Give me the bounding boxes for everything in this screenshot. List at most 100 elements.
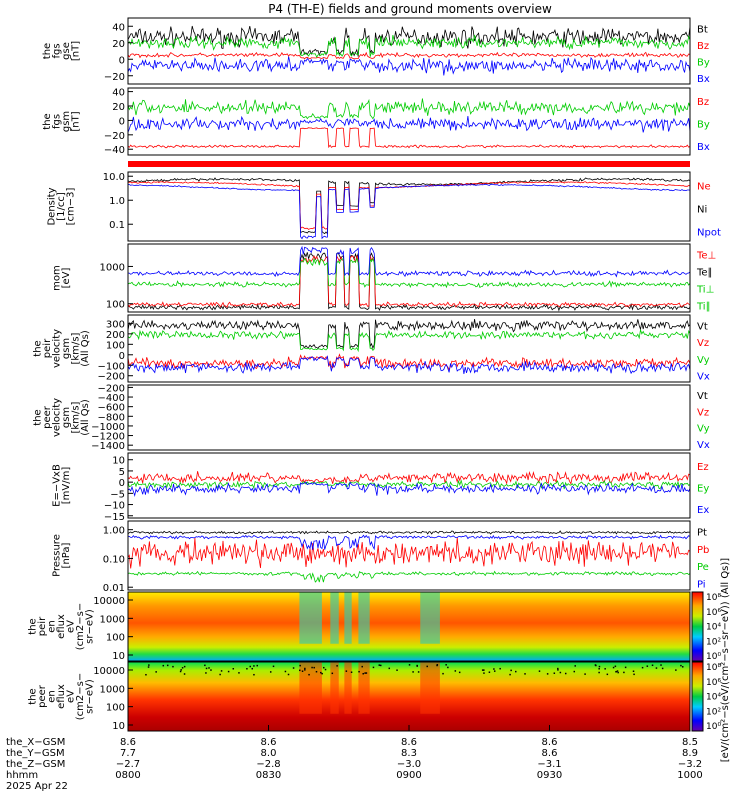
- y-axis-label-line: sr−eV): [85, 609, 96, 644]
- legend-pressure-Pi: Pi: [697, 579, 706, 590]
- x-row-label: the_Y−GSM: [6, 748, 65, 759]
- spec-speck: [205, 672, 207, 674]
- colorbar-tick-label: 10²: [706, 637, 721, 647]
- panel-frame: [127, 384, 691, 451]
- panel-frame: [127, 591, 691, 662]
- legend-fgs-gsm-By: By: [697, 120, 710, 131]
- spec-speck: [655, 667, 658, 669]
- colorbar-label: [eV/(cm²−s(eV/(cm²−s−sr−eV)) (All Qs)]: [720, 558, 731, 763]
- spec-speck: [323, 666, 325, 669]
- y-axis-label-line: peer: [37, 684, 48, 708]
- panel-frame: [127, 171, 691, 242]
- spec-speck: [336, 665, 338, 667]
- y-tick-label: 0: [119, 55, 125, 66]
- y-tick-label: 10000: [93, 666, 125, 677]
- y-tick-label: 20: [112, 39, 125, 50]
- spec-speck: [408, 664, 411, 666]
- x-row-label: the_Z−GSM: [6, 759, 65, 770]
- spectrogram-peir-spec: [128, 592, 690, 661]
- y-axis-label-line: [eV]: [61, 268, 72, 289]
- spec-speck: [584, 673, 586, 675]
- y-axis-label-line: mom: [51, 265, 62, 291]
- spec-speck: [598, 667, 600, 670]
- y-axis-label-line: [mV/m]: [61, 467, 72, 505]
- spec-speck: [204, 664, 206, 667]
- series-fgs-gse-Bz: [127, 51, 691, 60]
- spec-speck: [345, 670, 348, 672]
- spec-speck: [546, 673, 549, 675]
- y-axis-label-line: gsm: [61, 407, 72, 428]
- y-axis-label-line: sr−eV): [85, 679, 96, 714]
- y-axis-label-line: [km/s]: [70, 332, 81, 364]
- y-axis-label-line: (cm2−s−: [75, 603, 86, 650]
- spec-speck: [442, 672, 444, 675]
- spec-speck: [232, 668, 235, 670]
- spec-speck: [304, 667, 306, 670]
- legend-temperature-Ti⊥: Ti⊥: [696, 285, 714, 296]
- spec-speck: [633, 673, 635, 676]
- spec-speck: [557, 667, 559, 670]
- y-axis-label-line: the: [42, 113, 53, 129]
- spec-feature-2: [344, 662, 352, 714]
- spec-speck: [606, 673, 609, 676]
- spec-speck: [284, 670, 287, 673]
- spec-speck: [426, 665, 428, 668]
- spec-speck: [396, 669, 398, 671]
- y-axis-label-line: [1/cc]: [56, 192, 67, 221]
- panel-peer-spec: 10000 1000 100 10 thepeerenefluxeV(cm2−s−sr−…: [28, 661, 691, 732]
- colorbar-tick-label: 10⁸: [706, 593, 721, 603]
- y-tick-label: 10: [112, 651, 125, 662]
- y-tick-label: 40: [112, 88, 125, 99]
- y-axis-label-line: (All Qs): [80, 330, 91, 367]
- spec-feature-3: [358, 662, 370, 714]
- y-axis-label-line: eflux: [56, 684, 67, 709]
- spec-speck: [614, 665, 617, 668]
- legend-fgs-gse-Bz: Bz: [697, 41, 709, 52]
- spec-speck: [350, 671, 353, 673]
- spec-speck: [388, 667, 391, 670]
- y-tick-label: 200: [106, 330, 125, 341]
- spec-speck: [379, 664, 382, 667]
- spec-speck: [458, 671, 461, 674]
- y-tick-label: −1200: [91, 432, 125, 443]
- spec-speck: [632, 670, 635, 672]
- spec-speck: [615, 670, 617, 673]
- legend-peer-velocity-Vy: Vy: [697, 424, 710, 435]
- series-temperature-Te∥: [127, 251, 691, 312]
- legend-temperature-Ti∥: Ti∥: [696, 302, 711, 313]
- y-tick-label: 40: [112, 22, 125, 33]
- y-axis-label-line: en: [47, 620, 58, 633]
- spec-speck: [612, 666, 615, 669]
- x-tick-value-hhmm: 0830: [256, 770, 281, 781]
- y-axis-label-line: peir: [37, 616, 48, 636]
- spec-speck: [553, 672, 556, 674]
- legend-efield-Ey: Ey: [697, 484, 709, 495]
- panel-pressure: 1.00 0.10 0.01 Pressure[nPa] Pt Pb Pe Pi: [51, 520, 709, 594]
- x-tick-value-y_gsm: 8.3: [401, 748, 417, 759]
- legend-temperature-Te∥: Te∥: [696, 268, 713, 279]
- x-row-label: hhmm: [6, 770, 38, 781]
- x-tick-value-z_gsm: −3.0: [397, 759, 421, 770]
- spec-speck: [251, 667, 254, 670]
- y-tick-label: 0.10: [103, 554, 125, 565]
- spec-speck: [454, 670, 457, 672]
- spec-speck: [292, 667, 295, 669]
- x-tick-value-y_gsm: 8.0: [261, 748, 277, 759]
- spec-speck: [205, 667, 208, 670]
- series-peir-velocity-Vx: [127, 355, 691, 375]
- y-axis-label-line: fgs: [51, 43, 62, 58]
- y-tick-label: −600: [98, 403, 125, 414]
- spec-speck: [362, 672, 364, 675]
- x-tick-value-z_gsm: −3.1: [537, 759, 561, 770]
- plot-title: P4 (TH-E) fields and ground moments over…: [268, 2, 552, 16]
- y-axis-label-line: Density: [47, 187, 58, 225]
- y-tick-label: −20: [104, 72, 125, 83]
- spec-speck: [436, 664, 439, 666]
- spec-speck: [183, 665, 186, 668]
- spec-feature-0: [299, 592, 322, 644]
- spec-speck: [651, 664, 654, 667]
- y-axis-label-line: peir: [42, 338, 53, 358]
- spec-speck: [249, 665, 251, 668]
